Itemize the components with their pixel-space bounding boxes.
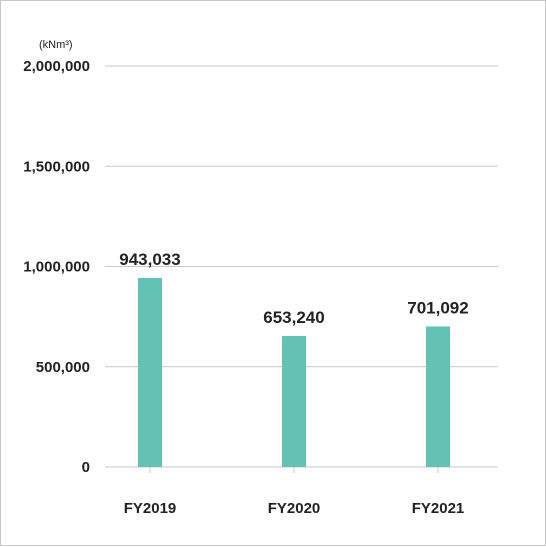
x-tick-label: FY2020 [268, 500, 321, 517]
y-axis-tick-labels: 0 500,000 1,000,000 1,500,000 2,000,000 [23, 58, 90, 476]
y-tick-label: 1,000,000 [23, 259, 90, 276]
bars [138, 277, 450, 467]
data-label-fy2021: 701,092 [407, 298, 468, 317]
data-labels: 943,033 653,240 701,092 [119, 250, 468, 327]
bar-fy2020 [282, 336, 306, 467]
y-tick-label: 500,000 [36, 359, 90, 376]
x-tick-label: FY2019 [124, 500, 177, 517]
y-tick-label: 1,500,000 [23, 158, 90, 175]
bar-fy2021 [426, 326, 450, 467]
unit-label: (kNm³) [39, 39, 73, 51]
data-label-fy2020: 653,240 [263, 308, 324, 327]
bar-fy2019 [138, 277, 162, 467]
x-axis-tick-labels: FY2019 FY2020 FY2021 [124, 467, 465, 517]
x-tick-label: FY2021 [412, 500, 465, 517]
y-tick-label: 0 [82, 459, 90, 476]
y-tick-label: 2,000,000 [23, 58, 90, 75]
data-label-fy2019: 943,033 [119, 250, 180, 269]
